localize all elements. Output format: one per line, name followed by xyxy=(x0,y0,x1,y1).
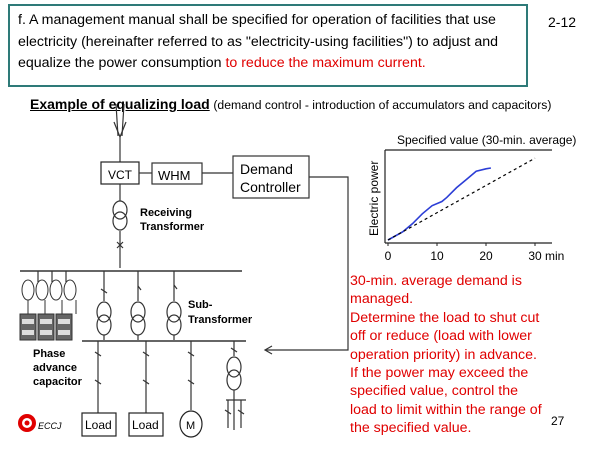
demand-controller-label-2: Controller xyxy=(240,179,301,195)
load1-label: Load xyxy=(85,418,112,432)
load2-label: Load xyxy=(132,418,159,432)
description-line: If the power may exceed the xyxy=(350,365,529,382)
sub-transformer-4a xyxy=(226,356,242,378)
control-arrow xyxy=(263,345,273,355)
header-box xyxy=(8,4,528,87)
capacitor-label-3: capacitor xyxy=(33,376,83,388)
motor-symbol xyxy=(179,410,203,438)
load1-box xyxy=(81,412,117,437)
description-line: managed. xyxy=(350,291,414,308)
demand-controller-label-1: Demand xyxy=(240,161,293,177)
sub-transformer-3b xyxy=(166,314,182,336)
motor-label: M xyxy=(186,420,195,432)
sub-transformer-3a xyxy=(166,301,182,323)
chart-x-tick-label: 0 xyxy=(385,249,392,263)
sub-transformer-2a xyxy=(130,301,146,323)
sub-transformer-2b xyxy=(130,314,146,336)
example-title-main: Example of equalizing load xyxy=(30,96,210,112)
receiving-transformer-coil-1 xyxy=(112,200,128,220)
sub-transformer-1a xyxy=(96,301,112,323)
example-title: Example of equalizing load (demand contr… xyxy=(30,96,551,112)
chart-series-trend xyxy=(387,157,536,241)
vct-label: VCT xyxy=(108,168,133,182)
chart-title: Specified value (30-min. average) xyxy=(397,133,576,147)
description-line: off or reduce (load with lower xyxy=(350,328,532,345)
description-text: 30-min. average demand is managed. Deter… xyxy=(350,272,565,438)
capacitor-label-2: advance xyxy=(33,362,77,374)
sub-transformer-1b xyxy=(96,314,112,336)
description-line: specified value, control the xyxy=(350,383,518,400)
chart-series-actual xyxy=(387,167,492,241)
header-text: f. A management manual shall be specifie… xyxy=(18,10,523,75)
chart-ylabel: Electric power xyxy=(367,161,381,236)
receiving-breaker xyxy=(116,241,124,249)
chart-x-tick-label: 10 xyxy=(430,249,444,263)
sub-transformer-label-1: Sub- xyxy=(188,299,213,311)
demand-chart: Specified value (30-min. average) Electr… xyxy=(367,133,576,263)
sub-transformer-4b xyxy=(226,369,242,391)
capacitor-bank xyxy=(21,279,77,314)
load2-box xyxy=(128,412,164,437)
example-subtitle: (demand control - introduction of accumu… xyxy=(213,98,552,112)
eccj-logo xyxy=(18,414,36,432)
description-line: 30-min. average demand is xyxy=(350,273,522,289)
description-line: load to limit within the range of xyxy=(350,401,542,418)
page-number: 27 xyxy=(551,414,565,428)
receiving-transformer-label-2: Transformer xyxy=(140,221,205,233)
chart-x-tick-label: 30 xyxy=(528,249,542,263)
chart-x-tick-label: 20 xyxy=(479,249,493,263)
description-line: operation priority) in advance. xyxy=(350,346,537,363)
capacitor-units xyxy=(19,313,73,341)
incoming-arrow xyxy=(113,121,127,139)
whm-label: WHM xyxy=(158,168,191,183)
description-line: Determine the load to shut cut xyxy=(350,309,540,326)
header-text-main: f. A management manual shall be specifie… xyxy=(18,12,499,71)
eccj-logo-text: ECCJ xyxy=(38,421,62,431)
receiving-transformer-coil-2 xyxy=(112,211,128,231)
slide-code: 2-12 xyxy=(548,14,577,30)
capacitor-label-1: Phase xyxy=(33,348,65,360)
header-text-red: to reduce the maximum current. xyxy=(225,55,426,71)
control-line xyxy=(266,176,349,351)
description-line: the specified value. xyxy=(350,420,472,437)
chart-xlabel: min xyxy=(545,249,564,263)
sub-transformer-label-2: Transformer xyxy=(188,314,253,326)
receiving-transformer-label-1: Receiving xyxy=(140,207,192,219)
